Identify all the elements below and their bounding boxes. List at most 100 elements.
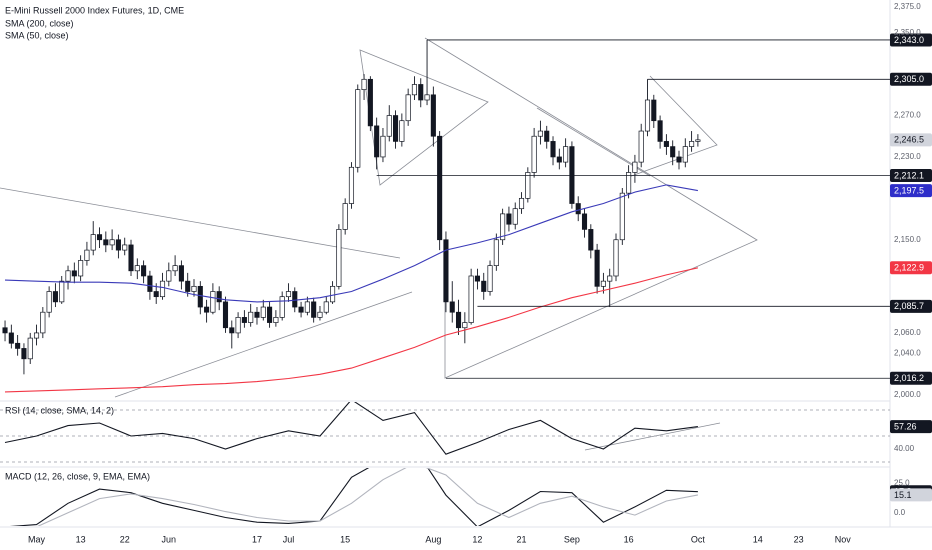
candle-body [393,115,399,142]
candle-body [455,311,462,329]
candle-body [689,141,695,147]
candle-body [651,99,657,122]
candle-body [298,306,304,313]
candle-body [178,265,184,282]
candle-body [355,89,361,168]
series-line [9,468,698,526]
candle-body [676,156,682,163]
level-tag-label: 2,343.0 [894,35,924,45]
price-tag-label: 57.26 [894,421,917,431]
series-line [4,267,699,393]
rsi-bands [0,409,890,463]
labels: E-Mini Russell 2000 Index Futures, 1D, C… [5,2,932,544]
candle-body [348,166,355,204]
candle-body [418,84,424,101]
price-tag [890,488,932,502]
pane-marks [2,39,890,393]
candle-body [474,275,480,282]
y-tick-label: 2,375.0 [894,2,921,11]
candle-body [682,146,688,163]
candle-body [147,275,153,292]
candle-body [204,306,210,313]
candle-body [115,239,121,251]
candle-body [141,265,147,277]
level-tag-label: 2,212.1 [894,170,924,180]
candle-body [172,265,178,272]
candle-body [405,94,411,122]
candle-body [443,239,449,303]
candle-body [468,275,474,323]
y-tick-label: 2,230.0 [894,152,921,161]
y-tick-label: 0.0 [894,508,906,517]
candle-body [500,213,506,241]
y-tick-label: 2,040.0 [894,349,921,358]
candle-body [59,280,65,303]
candle-body [267,306,273,323]
candle-body [134,265,140,272]
candle-body [185,280,191,292]
y-tick-label: 2,000.0 [894,390,921,399]
price-tag-label: 2,246.5 [894,135,924,145]
candle-body [531,135,537,173]
candle-body [367,78,373,127]
candle-body [260,306,266,318]
x-tick-label: 13 [76,534,86,544]
candle-body [52,291,58,303]
x-tick-label: Jul [283,534,295,544]
candle-body [556,156,562,163]
legend-entry: SMA (50, close) [5,30,69,40]
candle-body [411,84,418,96]
candle-body [304,301,310,313]
candle-body [103,239,109,246]
x-tick-label: Sep [564,534,580,544]
candle-body [695,139,701,142]
level-tag-label: 2,085.7 [894,301,924,311]
candle-body [84,249,90,261]
candle-body [166,270,172,282]
y-tick-label: 2,350.0 [894,28,921,37]
candle-body [71,270,77,277]
level-tag [890,168,932,182]
candle-body [563,146,569,163]
x-tick-label: 17 [252,534,262,544]
legend-entry: SMA (200, close) [5,18,74,28]
candle-body [46,291,52,313]
candle-body [323,301,329,313]
candle-body [575,203,581,215]
candle-body [317,311,323,318]
x-tick-label: May [28,534,46,544]
candle-body [537,130,543,137]
chart-title: E-Mini Russell 2000 Index Futures, 1D, C… [5,5,184,15]
candle-body [550,141,556,158]
candle-body [462,322,468,329]
price-tag [890,261,932,275]
candle-body [197,285,203,308]
candle-body [191,285,197,292]
candle-body [581,213,588,230]
x-tick-label: 15 [340,534,350,544]
candle-body [569,146,575,204]
candle-body [437,135,443,241]
candle-body [487,265,493,292]
candle-body [512,208,518,225]
candle-body [449,301,455,313]
series-line [4,184,698,303]
candle-body [594,249,600,287]
candle-body [380,135,386,158]
pane-marks [4,402,698,455]
candle-body [619,192,625,241]
level-tag [890,33,932,47]
y-tick-label: 2,150.0 [894,235,921,244]
x-tick-label: Oct [691,534,706,544]
x-tick-label: 23 [794,534,804,544]
x-tick-label: 14 [753,534,763,544]
pane-marks [9,468,699,526]
candle-body [657,120,663,142]
rsi-trendline [584,422,721,451]
candle-body [544,130,550,142]
candle-body [2,327,8,334]
y-tick-label: 40.00 [894,444,915,453]
pane-title: MACD (12, 26, close, 9, EMA, EMA) [5,471,150,481]
